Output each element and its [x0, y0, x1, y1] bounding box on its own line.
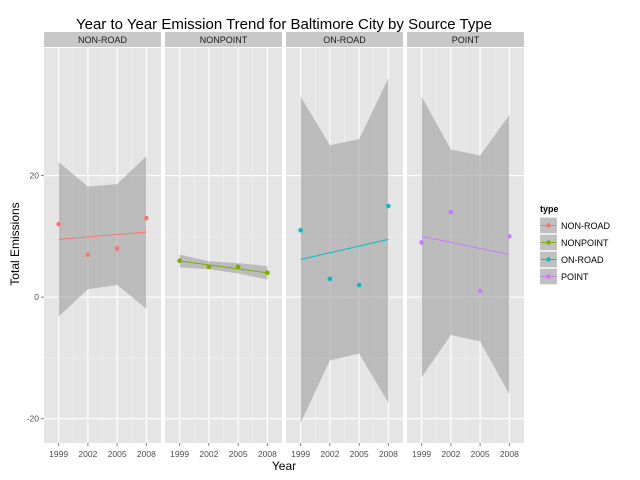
x-tick-label: 2005 [471, 449, 490, 459]
y-tick-label: -20 [27, 414, 40, 424]
facet-panel-point: POINT [407, 32, 524, 443]
facet-strip-label: NONPOINT [200, 35, 248, 45]
facet-strip-label: POINT [452, 35, 480, 45]
legend-key-point [546, 257, 550, 261]
facet-panel-non-road: NON-ROAD [44, 32, 161, 443]
x-tick-label: 2002 [320, 449, 339, 459]
data-point [357, 283, 362, 288]
legend-key-point [546, 223, 550, 227]
legend-key-point [546, 240, 550, 244]
y-axis-label: Total Emissions [8, 202, 22, 285]
x-tick-label: 2008 [500, 449, 519, 459]
y-tick-label: 20 [30, 171, 40, 181]
x-tick-label: 2005 [229, 449, 248, 459]
legend-item-non-road: NON-ROAD [540, 217, 610, 234]
facet-panel-nonpoint: NONPOINT [165, 32, 282, 443]
x-tick-label: 2002 [199, 449, 218, 459]
data-point [298, 228, 303, 233]
facet-strip-label: ON-ROAD [323, 35, 366, 45]
x-tick-label: 2002 [78, 449, 97, 459]
legend-label: ON-ROAD [561, 255, 604, 265]
x-tick-label: 2008 [379, 449, 398, 459]
data-point [419, 240, 424, 245]
x-tick-label: 2002 [441, 449, 460, 459]
legend-item-on-road: ON-ROAD [540, 251, 604, 268]
data-point [56, 222, 61, 227]
legend-label: POINT [561, 272, 589, 282]
x-tick-label: 2005 [350, 449, 369, 459]
data-point [177, 258, 182, 263]
legend-label: NONPOINT [561, 238, 609, 248]
data-point [144, 216, 149, 221]
facet-strip-label: NON-ROAD [78, 35, 127, 45]
y-tick-label: 0 [34, 292, 39, 302]
x-tick-label: 1999 [412, 449, 431, 459]
x-tick-label: 1999 [49, 449, 68, 459]
x-tick-label: 1999 [170, 449, 189, 459]
data-point [86, 252, 91, 257]
x-axis-label: Year [272, 459, 296, 473]
data-point [236, 264, 241, 269]
x-tick-label: 2008 [258, 449, 277, 459]
x-tick-label: 2008 [137, 449, 156, 459]
chart-title: Year to Year Emission Trend for Baltimor… [76, 16, 492, 33]
legend-key-point [546, 274, 550, 278]
data-point [449, 210, 454, 215]
facet-panel-on-road: ON-ROAD [286, 32, 403, 443]
legend-item-point: POINT [540, 268, 589, 285]
data-point [115, 246, 120, 251]
data-point [328, 277, 333, 282]
data-point [265, 271, 270, 276]
data-point [507, 234, 512, 239]
x-tick-label: 1999 [291, 449, 310, 459]
legend-item-nonpoint: NONPOINT [540, 234, 609, 251]
data-point [207, 264, 212, 269]
data-point [478, 289, 483, 294]
data-point [386, 204, 391, 209]
legend-label: NON-ROAD [561, 221, 610, 231]
x-tick-label: 2005 [108, 449, 127, 459]
legend-title: type [540, 204, 559, 214]
